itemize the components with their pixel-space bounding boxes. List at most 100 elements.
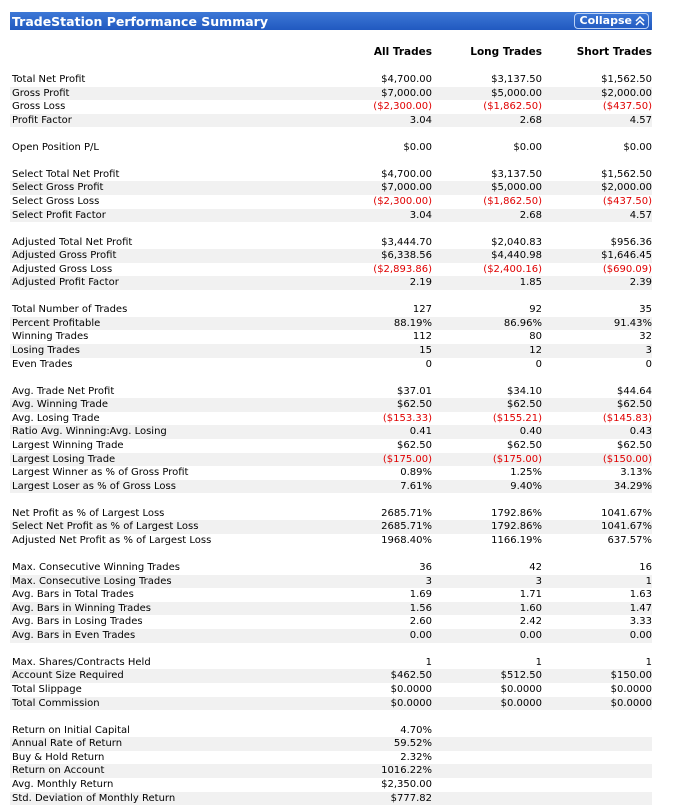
- value-cell: 2.39: [629, 277, 652, 289]
- value-cell: $34.10: [507, 385, 542, 397]
- row-label: Adjusted Profit Factor: [12, 277, 119, 289]
- table-row: Total Commission $0.0000 $0.0000 $0.0000: [10, 696, 652, 711]
- value-cell: 36: [419, 561, 432, 573]
- table-row: Adjusted Gross Loss ($2,893.86) ($2,400.16…: [10, 263, 652, 277]
- value-cell: ($1,862.50): [483, 195, 542, 207]
- table-row: Avg. Losing Trade ($153.33) ($155.21) ($145…: [10, 412, 652, 426]
- row-label: Profit Factor: [12, 114, 72, 126]
- table-row: Profit Factor 3.04 2.68 4.57: [10, 113, 652, 128]
- table-row: Avg. Bars in Losing Trades 2.60 2.42 3.33: [10, 615, 652, 629]
- value-cell: 0.00: [629, 629, 652, 641]
- value-cell: ($2,893.86): [373, 263, 432, 275]
- table-row: Largest Loser as % of Gross Loss 7.61% 9.4…: [10, 479, 652, 494]
- value-cell: $0.0000: [610, 684, 652, 696]
- row-label: Annual Rate of Return: [12, 738, 123, 750]
- value-cell: 1: [425, 656, 432, 668]
- table-row: Adjusted Net Profit as % of Largest Loss…: [10, 534, 652, 548]
- value-cell: 12: [529, 345, 542, 357]
- value-cell: 0: [425, 358, 432, 370]
- value-cell: $3,444.70: [381, 236, 432, 248]
- value-cell: $7,000.00: [381, 182, 432, 194]
- row-label: Largest Losing Trade: [12, 453, 116, 465]
- value-cell: 16: [639, 561, 652, 573]
- table-row: Return on Account 1016.22%: [10, 764, 652, 779]
- value-cell: 0: [535, 358, 542, 370]
- row-label: Avg. Monthly Return: [12, 779, 114, 791]
- row-label: Avg. Bars in Even Trades: [12, 629, 136, 641]
- value-cell: $62.50: [507, 440, 542, 451]
- table-row: Total Slippage $0.0000 $0.0000 $0.0000: [10, 683, 652, 697]
- table-row: Gross Profit $7,000.00 $5,000.00 $2,000.00: [10, 86, 652, 101]
- value-cell: 2.60: [409, 616, 432, 628]
- table-row: Avg. Trade Net Profit $37.01 $34.10 $44.64: [10, 385, 652, 399]
- value-cell: 0.89%: [400, 467, 432, 479]
- row-label: Even Trades: [12, 358, 73, 370]
- value-cell: $62.50: [397, 399, 432, 411]
- row-label: Select Profit Factor: [12, 209, 106, 221]
- value-cell: 1.56: [409, 602, 432, 614]
- table-row: Largest Winner as % of Gross Profit 0.89%…: [10, 466, 652, 480]
- table-row: Buy & Hold Return 2.32%: [10, 751, 652, 765]
- value-cell: 7.61%: [400, 480, 432, 492]
- value-cell: ($2,400.16): [483, 263, 542, 275]
- value-cell: 35: [639, 304, 652, 316]
- row-label: Total Number of Trades: [12, 304, 128, 316]
- table-row: Adjusted Profit Factor 2.19 1.85 2.39: [10, 276, 652, 290]
- value-cell: $2,040.83: [491, 236, 542, 248]
- table-row: Ratio Avg. Winning:Avg. Losing 0.41 0.40 0.…: [10, 425, 652, 439]
- value-cell: $0.0000: [610, 697, 652, 709]
- row-label: Largest Winner as % of Gross Profit: [12, 467, 189, 479]
- collapse-button[interactable]: Collapse: [573, 13, 649, 29]
- table-row: Winning Trades 112 80 32: [10, 330, 652, 344]
- row-label: Largest Winning Trade: [12, 440, 124, 451]
- table-row: Annual Rate of Return 59.52%: [10, 737, 652, 751]
- value-cell: 0.40: [519, 426, 542, 438]
- value-cell: 127: [412, 304, 432, 316]
- value-cell: 1.63: [629, 589, 652, 601]
- row-label: Account Size Required: [12, 670, 124, 682]
- value-cell: 3: [645, 345, 652, 357]
- table-row: Select Gross Loss ($2,300.00) ($1,862.50) (…: [10, 195, 652, 209]
- value-cell: ($145.83): [602, 412, 652, 424]
- row-label: Avg. Winning Trade: [12, 399, 109, 411]
- row-label: Gross Profit: [12, 87, 70, 99]
- button-label[interactable]: Collapse: [579, 14, 632, 27]
- value-cell: 1792.86%: [491, 521, 542, 533]
- row-label: Max. Consecutive Losing Trades: [12, 575, 172, 587]
- value-cell: $3,137.50: [491, 168, 542, 180]
- row-label: Select Net Profit as % of Largest Loss: [12, 521, 199, 533]
- title: TradeStation Performance Summary: [12, 14, 268, 29]
- table-row: Gross Loss ($2,300.00) ($1,862.50) ($437.50…: [10, 100, 652, 114]
- row-label: Net Profit as % of Largest Loss: [12, 507, 165, 519]
- table-row: Net Profit as % of Largest Loss 2685.71% 1…: [10, 507, 652, 521]
- value-cell: ($437.50): [602, 101, 652, 113]
- group-gap: [10, 493, 652, 506]
- value-cell: 1968.40%: [381, 534, 432, 546]
- value-cell: 1016.22%: [381, 765, 432, 777]
- value-cell: ($2,300.00): [373, 195, 432, 207]
- table-row: Avg. Monthly Return $2,350.00: [10, 778, 652, 792]
- column-header: All Trades: [373, 46, 432, 58]
- value-cell: $1,646.45: [601, 250, 652, 262]
- table-row: Avg. Bars in Even Trades 0.00 0.00 0.00: [10, 628, 652, 643]
- value-cell: $3,137.50: [491, 73, 542, 85]
- row-label: Ratio Avg. Winning:Avg. Losing: [12, 426, 167, 438]
- value-cell: $4,440.98: [491, 250, 542, 262]
- group-gap: [10, 290, 652, 303]
- header-row: All Trades Long Trades Short Trades: [10, 46, 652, 60]
- value-cell: $462.50: [390, 670, 432, 682]
- row-label: Return on Initial Capital: [12, 724, 130, 736]
- value-cell: 0.00: [409, 629, 432, 641]
- table-row: Avg. Bars in Total Trades 1.69 1.71 1.63: [10, 588, 652, 602]
- group-gap: [10, 710, 652, 723]
- value-cell: $37.01: [397, 385, 432, 397]
- value-cell: $2,000.00: [601, 87, 652, 99]
- value-cell: $62.50: [617, 440, 652, 451]
- row-label: Avg. Bars in Total Trades: [12, 589, 134, 601]
- value-cell: 2.68: [519, 114, 542, 126]
- value-cell: 112: [412, 331, 432, 343]
- value-cell: 2.19: [409, 277, 432, 289]
- value-cell: 1.85: [519, 277, 542, 289]
- value-cell: ($1,862.50): [483, 101, 542, 113]
